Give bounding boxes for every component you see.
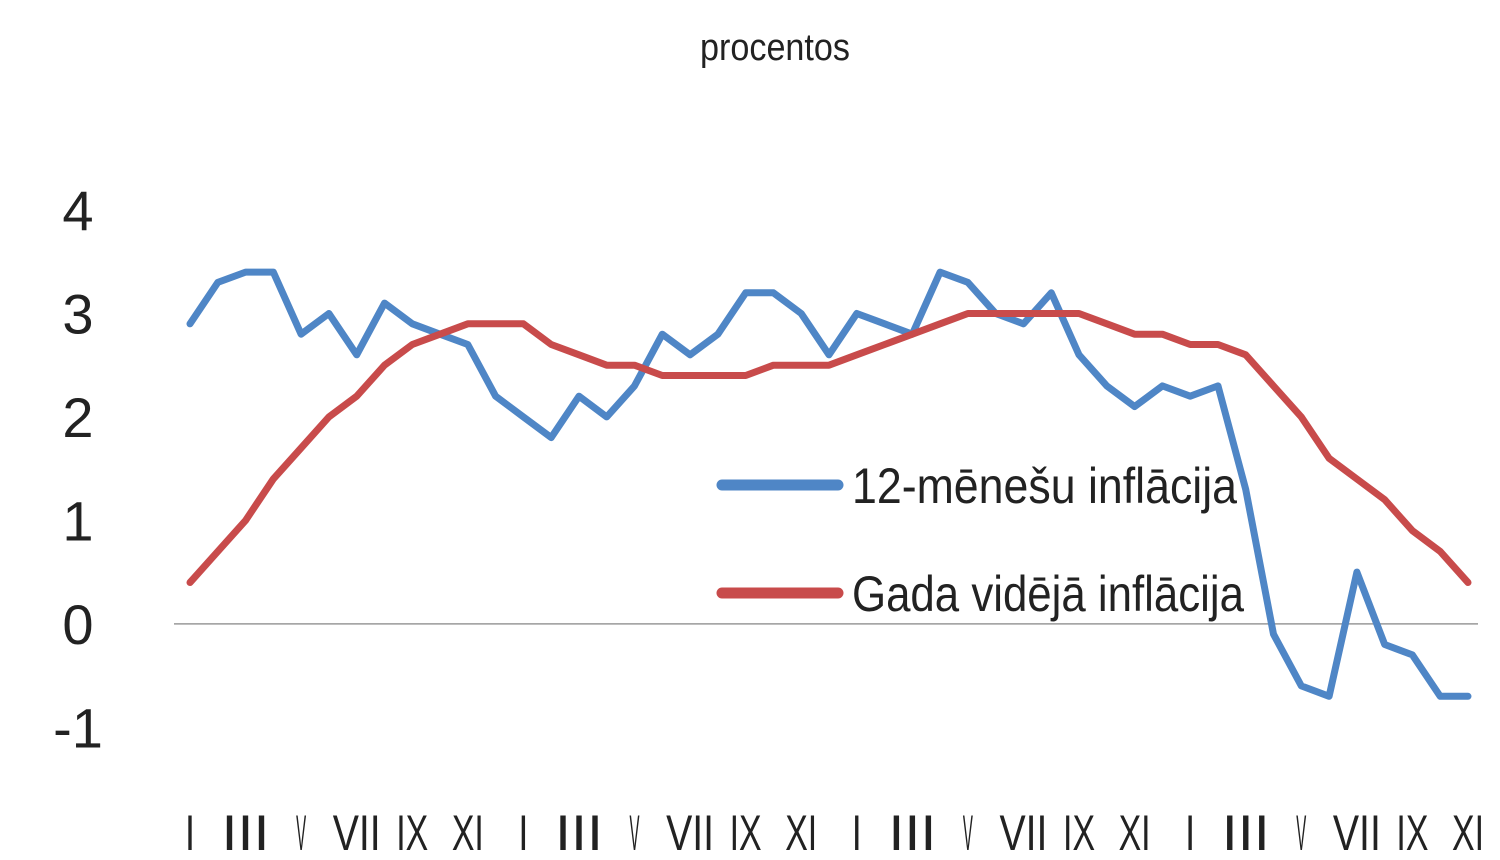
x-tick-label: XI xyxy=(1119,805,1151,860)
x-tick-label: III xyxy=(1222,805,1270,860)
x-tick-label: IX xyxy=(1396,805,1428,860)
x-tick-label: V xyxy=(296,805,306,860)
series-line-1 xyxy=(186,268,1472,700)
y-tick-label: -1 xyxy=(53,696,103,759)
x-tick-label: IX xyxy=(730,805,762,860)
x-tick-label: I xyxy=(185,805,195,860)
y-tick-label: 2 xyxy=(62,386,93,449)
x-tick-label: V xyxy=(630,805,640,860)
y-tick-label: 0 xyxy=(62,593,93,656)
x-tick-label: VII xyxy=(1333,805,1381,860)
x-tick-label: VII xyxy=(333,805,381,860)
series-line-2 xyxy=(186,310,1472,586)
y-tick-label: 1 xyxy=(62,489,93,552)
x-tick-label: VII xyxy=(999,805,1047,860)
x-tick-label: III xyxy=(888,805,936,860)
y-tick-label: 3 xyxy=(62,282,93,345)
x-tick-label: XI xyxy=(1452,805,1484,860)
x-tick-label: V xyxy=(963,805,973,860)
y-tick-label: 4 xyxy=(62,179,93,242)
x-tick-label: V xyxy=(1296,805,1306,860)
x-tick-label: IX xyxy=(1063,805,1095,860)
x-tick-label: IX xyxy=(396,805,428,860)
x-tick-label: III xyxy=(222,805,270,860)
legend: 12-mēnešu inflācija Gada vidējā inflācij… xyxy=(716,458,1244,622)
series-lines xyxy=(186,268,1472,700)
legend-label-series-2: Gada vidējā inflācija xyxy=(852,566,1244,622)
x-tick-label: I xyxy=(518,805,528,860)
x-tick-label: VII xyxy=(666,805,714,860)
x-tick-label: XI xyxy=(785,805,817,860)
y-axis-tick-labels: 4 3 2 1 0 -1 xyxy=(53,179,103,759)
x-tick-label: I xyxy=(1185,805,1195,860)
legend-label-series-1: 12-mēnešu inflācija xyxy=(852,458,1237,514)
x-tick-label: I xyxy=(852,805,862,860)
x-tick-label: III xyxy=(555,805,603,860)
x-tick-label: XI xyxy=(452,805,484,860)
x-axis-tick-labels: I III V VII IX XI I III V VII IX XI I III V VII IX XI I III… xyxy=(185,805,1484,860)
chart-subtitle: procentos xyxy=(700,27,850,69)
